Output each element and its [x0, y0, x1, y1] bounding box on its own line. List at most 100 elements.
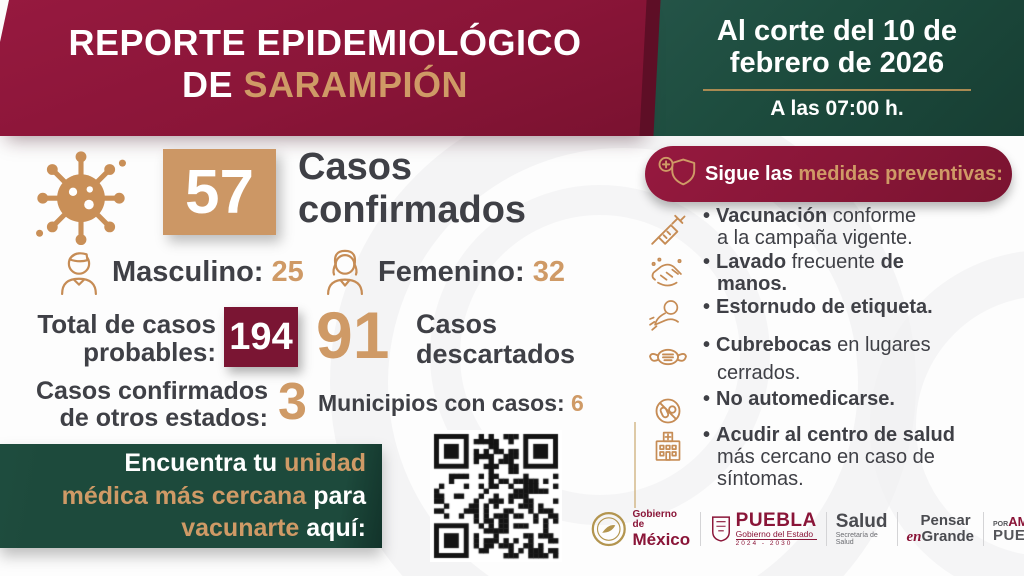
- male-cases: Masculino: 25: [112, 256, 304, 289]
- page-title: REPORTE EPIDEMIOLÓGICO DE SARAMPIÓN: [0, 0, 650, 106]
- pensar-en-script: en: [906, 528, 922, 545]
- probable-label-line2: probables:: [83, 337, 216, 368]
- cutoff-time: A las 07:00 h.: [770, 96, 904, 120]
- discarded-cases-label: Casos descartados: [416, 309, 576, 369]
- confirmed-cases-label: Casos confirmados: [298, 146, 526, 231]
- pensar-en-grande-logo: Pensar enGrande: [906, 512, 975, 545]
- probable-label-line1: Total de casos: [37, 309, 216, 339]
- discarded-label-line1: Casos: [416, 309, 498, 339]
- discarded-cases-value: 91: [316, 298, 390, 372]
- cta-line2: médica más cercana para: [0, 480, 366, 513]
- measure-bold: Lavado: [716, 251, 787, 273]
- male-icon: [52, 236, 106, 308]
- syringe-icon: [645, 205, 691, 251]
- cta-line3-white: aquí:: [306, 514, 366, 543]
- amor-main: AMOR: [1008, 514, 1024, 530]
- cta-line2-white: para: [313, 481, 366, 510]
- measure-item-no-selfmedication: • No automedicarse.: [645, 388, 1017, 434]
- grande-word: Grande: [921, 527, 975, 545]
- title-line2-prefix: DE: [181, 64, 233, 105]
- title-line2: DE SARAMPIÓN: [0, 64, 650, 106]
- confirmed-cases-value: 57: [185, 157, 254, 227]
- preventive-measures-title: Sigue las medidas preventivas:: [705, 163, 1003, 186]
- mexico-label-bottom: México: [632, 529, 691, 549]
- health-center-icon: [645, 424, 691, 470]
- puebla-subtitle: Gobierno del Estado: [735, 529, 817, 540]
- measure-bold: de: [880, 251, 904, 273]
- salud-subtitle: Secretaría de Salud: [835, 531, 878, 546]
- probable-cases-label: Total de casos probables:: [28, 310, 216, 366]
- amor-pre: POR: [993, 521, 1009, 529]
- sneeze-etiquette-icon: [645, 296, 691, 342]
- measure-item-vaccination: • Vacunación conforme a la campaña vigent…: [645, 205, 1017, 251]
- cutoff-date-line2: febrero de 2026: [729, 46, 945, 79]
- footer-logos: Gobierno de México PUEBLA Gobierno del E…: [590, 502, 1024, 556]
- female-label: Femenino:: [378, 256, 525, 288]
- no-pills-icon: [645, 388, 691, 434]
- confirmed-label-line2: confirmados: [298, 188, 527, 231]
- measure-item-health-center: • Acudir al centro de salud más cercano e…: [645, 424, 1017, 490]
- amor-puebla: PUEBLA: [993, 527, 1024, 545]
- puebla-name: PUEBLA: [735, 509, 817, 531]
- measure-reg: cerrados.: [717, 362, 801, 384]
- gobierno-mexico-logo: Gobierno de México: [590, 508, 691, 549]
- confirmed-label-line1: Casos: [298, 146, 413, 188]
- face-mask-icon: [645, 334, 691, 380]
- header-date-banner: Al corte del 10 de febrero de 2026 A las…: [600, 0, 1024, 136]
- footer-separator: [896, 512, 898, 546]
- municipalities-label: Municipios con casos:: [318, 390, 565, 416]
- title-line2-disease: SARAMPIÓN: [243, 64, 469, 105]
- measure-reg: síntomas.: [717, 468, 804, 490]
- header-title-banner: REPORTE EPIDEMIOLÓGICO DE SARAMPIÓN: [0, 0, 661, 136]
- vaccination-cta-banner: Encuentra tu unidad médica más cercana p…: [0, 444, 382, 548]
- measure-bold: manos.: [717, 273, 788, 295]
- cta-line2-accent: médica más cercana: [61, 481, 314, 510]
- measure-bold: Acudir al centro de salud: [716, 424, 955, 446]
- discarded-label-line2: descartados: [416, 338, 576, 369]
- gold-divider: [703, 88, 971, 91]
- measure-reg: en lugares: [831, 334, 931, 356]
- measure-bold: Estornudo de etiqueta.: [716, 296, 933, 318]
- watermark-line: [634, 422, 636, 508]
- puebla-gobierno-logo: PUEBLA Gobierno del Estado 2024 - 2030: [710, 511, 817, 548]
- title-line1: REPORTE EPIDEMIOLÓGICO: [68, 22, 582, 63]
- cta-line1: Encuentra tu unidad: [0, 447, 366, 480]
- measure-item-mask: • Cubrebocas en lugares cerrados.: [645, 334, 1017, 384]
- mexico-eagle-seal-icon: [591, 511, 626, 547]
- measures-title-accent: medidas preventivas:: [798, 162, 1003, 185]
- municipalities: Municipios con casos: 6: [318, 390, 584, 417]
- cta-line1-white: Encuentra tu: [124, 449, 285, 478]
- preventive-measures-header: Sigue las medidas preventivas:: [645, 146, 1012, 202]
- measure-item-sneeze: • Estornudo de etiqueta.: [645, 296, 1017, 342]
- cta-line3: vacunarte aquí:: [0, 512, 366, 545]
- banner-corner-notch: [0, 0, 9, 42]
- municipalities-value: 6: [571, 390, 584, 416]
- probable-cases-value: 194: [229, 315, 293, 358]
- mexico-label-top: Gobierno de: [632, 508, 677, 531]
- cta-line3-accent: vacunarte: [181, 514, 307, 543]
- measure-item-handwash: • Lavado frecuente de manos.: [645, 251, 1017, 297]
- other-states-label: Casos confirmados de otros estados:: [28, 378, 268, 432]
- measures-title-white: Sigue las: [705, 162, 799, 185]
- measure-bold: Vacunación: [716, 205, 828, 227]
- female-cases: Femenino: 32: [378, 256, 565, 289]
- other-states-value: 3: [278, 373, 307, 431]
- shield-cross-icon: [653, 152, 697, 196]
- measure-reg: conforme: [827, 205, 917, 227]
- cutoff-date-line1: Al corte del 10 de: [716, 15, 958, 47]
- pensar-word: Pensar: [920, 512, 971, 530]
- other-states-line2: de otros estados:: [59, 404, 268, 432]
- measure-reg: a la campaña vigente.: [717, 227, 913, 249]
- female-value: 32: [532, 256, 565, 288]
- probable-cases-box: 194: [224, 307, 298, 367]
- qr-code: [430, 430, 562, 562]
- salud-logo: Salud Secretaría de Salud: [835, 510, 888, 547]
- footer-separator: [825, 512, 827, 546]
- measure-bold: No automedicarse.: [716, 388, 895, 410]
- salud-name: Salud: [835, 510, 888, 532]
- footer-separator: [699, 512, 701, 546]
- puebla-shield-icon: [711, 516, 730, 542]
- male-value: 25: [271, 256, 304, 288]
- measure-reg: más cercano en caso de: [717, 446, 935, 468]
